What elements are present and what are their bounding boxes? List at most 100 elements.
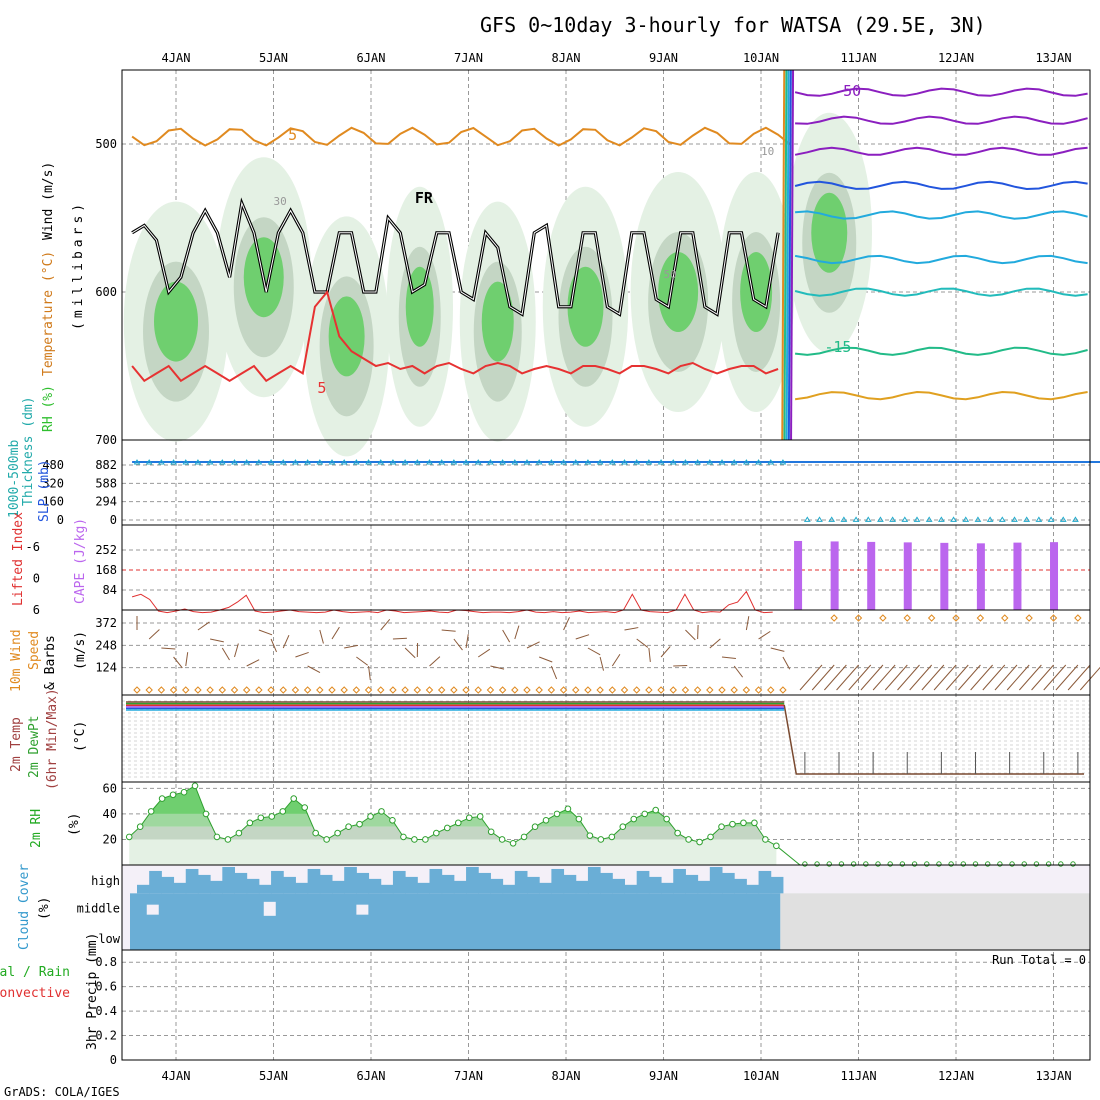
cloud-high-block [661,882,674,894]
wind-barb [197,621,210,631]
thickness-marker [133,459,141,465]
precip-ylabel-part: 3hr Precip (mm) [85,933,100,1050]
cloud-level-label: low [98,932,120,946]
wind-speed-marker [572,686,580,694]
rh-point [542,817,550,824]
cloud-ylabel-part: (%) [37,897,52,920]
thickness-marker [1072,516,1079,522]
precip-ylabel-part: Total / Rain [0,965,70,980]
rh-point-after [899,861,906,867]
thickness-marker [572,459,580,465]
temp-ylabel-part: 2m Temp [9,717,24,772]
cloud-high-block [600,872,613,894]
thickness-marker [682,459,689,465]
wind-barb [380,618,391,631]
thickness-marker [170,459,177,465]
wind-ylabel-part: & Barbs [43,635,58,690]
wind-speed-marker-after [1025,614,1033,622]
rh-point [762,836,769,843]
thickness-marker [145,459,153,465]
cloud-high-block [478,872,491,894]
thickness-marker [267,459,275,465]
cape-bar [1050,542,1059,610]
rh-point-after [911,861,918,867]
wind-barb-after [909,664,933,691]
rh-contour-fill-inner [567,266,604,347]
thickness-marker [523,459,531,465]
thickness-marker [694,459,702,465]
wind-barb [550,665,558,680]
wind-barb [563,617,570,631]
wind-barb [587,647,601,656]
rh-point [279,808,287,815]
thickness-marker [255,459,263,465]
li-tick-label: 6 [33,603,40,617]
wind-barb [490,665,505,670]
thickness-marker [352,459,360,465]
wind-barb-after [970,664,994,691]
rh-point [597,836,605,843]
wind-speed-marker [754,686,763,694]
cloud-gap [356,904,369,915]
wind-speed-marker [267,686,275,694]
wind-barb [539,656,553,663]
contour-label: -15 [824,338,851,356]
wind-barb [685,629,696,641]
wind-barb-after [1018,664,1042,691]
wind-barb-after [994,664,1018,691]
rh-point [312,829,319,837]
wind-barb [648,647,651,662]
wind-speed-marker-after [1074,614,1082,622]
rh-contour-fill-inner [154,281,198,362]
thickness-marker [194,459,202,465]
upper-discontinuity-line [790,69,795,441]
rh-point-after [875,861,881,867]
cloud-high-block [685,874,699,894]
wind-speed-marker [498,686,507,694]
thickness-marker [1011,516,1018,522]
rh-point [180,788,188,796]
wind-barb [270,638,277,653]
wind-barb [758,630,771,640]
wind-barb-after [1079,666,1100,691]
rh-point [213,833,221,841]
wind-speed-marker [559,686,568,694]
rh-point [509,839,517,847]
rh-point [520,833,528,841]
wind-barb-after [848,664,872,691]
wind-barb-after [1006,664,1030,691]
rh-point-after [960,861,967,867]
wind-barb-after [921,664,945,691]
thickness-marker [730,459,738,465]
cloud-high-block [137,884,150,894]
wind-speed-marker [328,686,336,694]
cloud-high-block [563,874,577,894]
thickness-marker [206,459,214,465]
wind-barb [502,629,511,643]
wind-speed-marker-after [927,614,936,622]
rh-point [729,820,736,828]
cloud-high-block [527,876,540,894]
cloud-high-block [344,866,357,894]
thickness-marker [157,459,165,465]
wind-speed-marker [742,686,751,694]
wind-speed-marker [608,686,617,694]
wind-barb [624,627,639,631]
wind-speed-marker [377,686,385,694]
cape-bar [976,543,985,610]
thickness-marker [426,459,433,465]
bottom-day-label: 7JAN [454,1069,483,1083]
bottom-day-label: 5JAN [259,1069,288,1083]
upper-temp-line-after [795,115,1088,125]
wind-speed-marker [303,686,312,694]
thickness-marker [499,459,507,465]
cape-ylabel-part: CAPE (J/kg) [73,518,88,604]
rh-point [389,817,396,824]
upper-temp-line-after [795,210,1088,220]
thickness-marker [755,459,762,465]
slp-ylabel-part: SLP (mb) [37,459,52,522]
precip-tick-label: 0.4 [95,1004,117,1018]
thickness-marker [328,459,336,465]
rh-point [235,829,243,837]
rh-point [773,842,780,850]
